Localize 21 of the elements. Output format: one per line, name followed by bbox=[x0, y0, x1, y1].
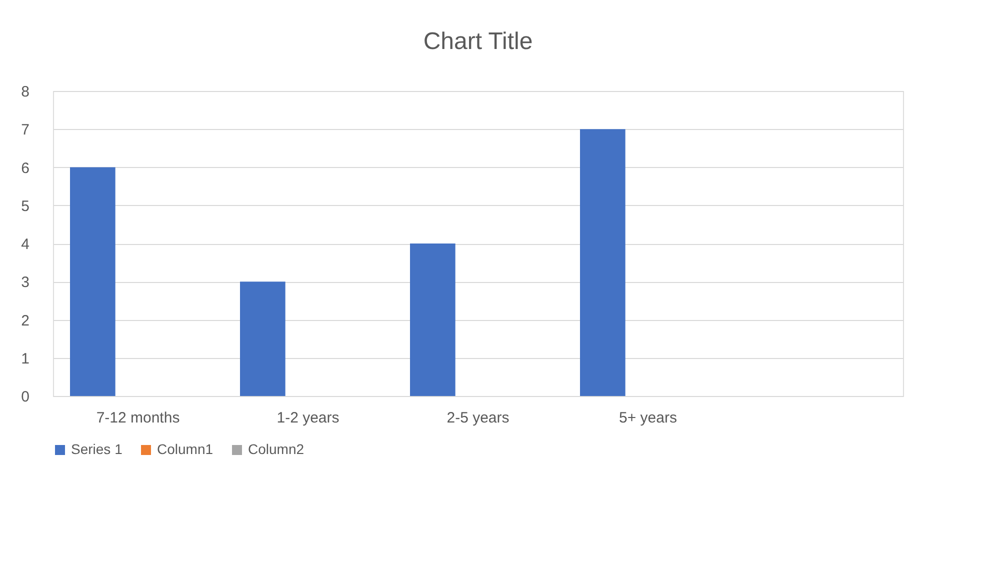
bar bbox=[70, 167, 116, 396]
chart-title: Chart Title bbox=[423, 28, 533, 55]
y-tick-label: 7 bbox=[21, 122, 30, 139]
x-tick-label: 7-12 months bbox=[96, 410, 180, 426]
legend-label: Column1 bbox=[157, 441, 214, 457]
legend-label: Column2 bbox=[248, 441, 304, 457]
legend-label: Series 1 bbox=[71, 441, 123, 457]
bar bbox=[240, 282, 286, 396]
bar bbox=[580, 129, 626, 396]
x-tick-label: 1-2 years bbox=[276, 410, 340, 426]
y-tick-label: 3 bbox=[21, 274, 30, 292]
y-tick-label: 0 bbox=[21, 388, 30, 406]
y-tick-label: 5 bbox=[21, 198, 30, 215]
y-tick-label: 8 bbox=[21, 84, 30, 100]
y-tick-label: 2 bbox=[21, 312, 30, 330]
bar bbox=[410, 244, 456, 396]
y-tick-label: 4 bbox=[21, 236, 30, 253]
y-tick-label: 1 bbox=[21, 350, 30, 368]
x-tick-label: 2-5 years bbox=[446, 410, 510, 426]
y-tick-label: 6 bbox=[21, 160, 30, 177]
x-tick-label: 5+ years bbox=[619, 410, 677, 426]
